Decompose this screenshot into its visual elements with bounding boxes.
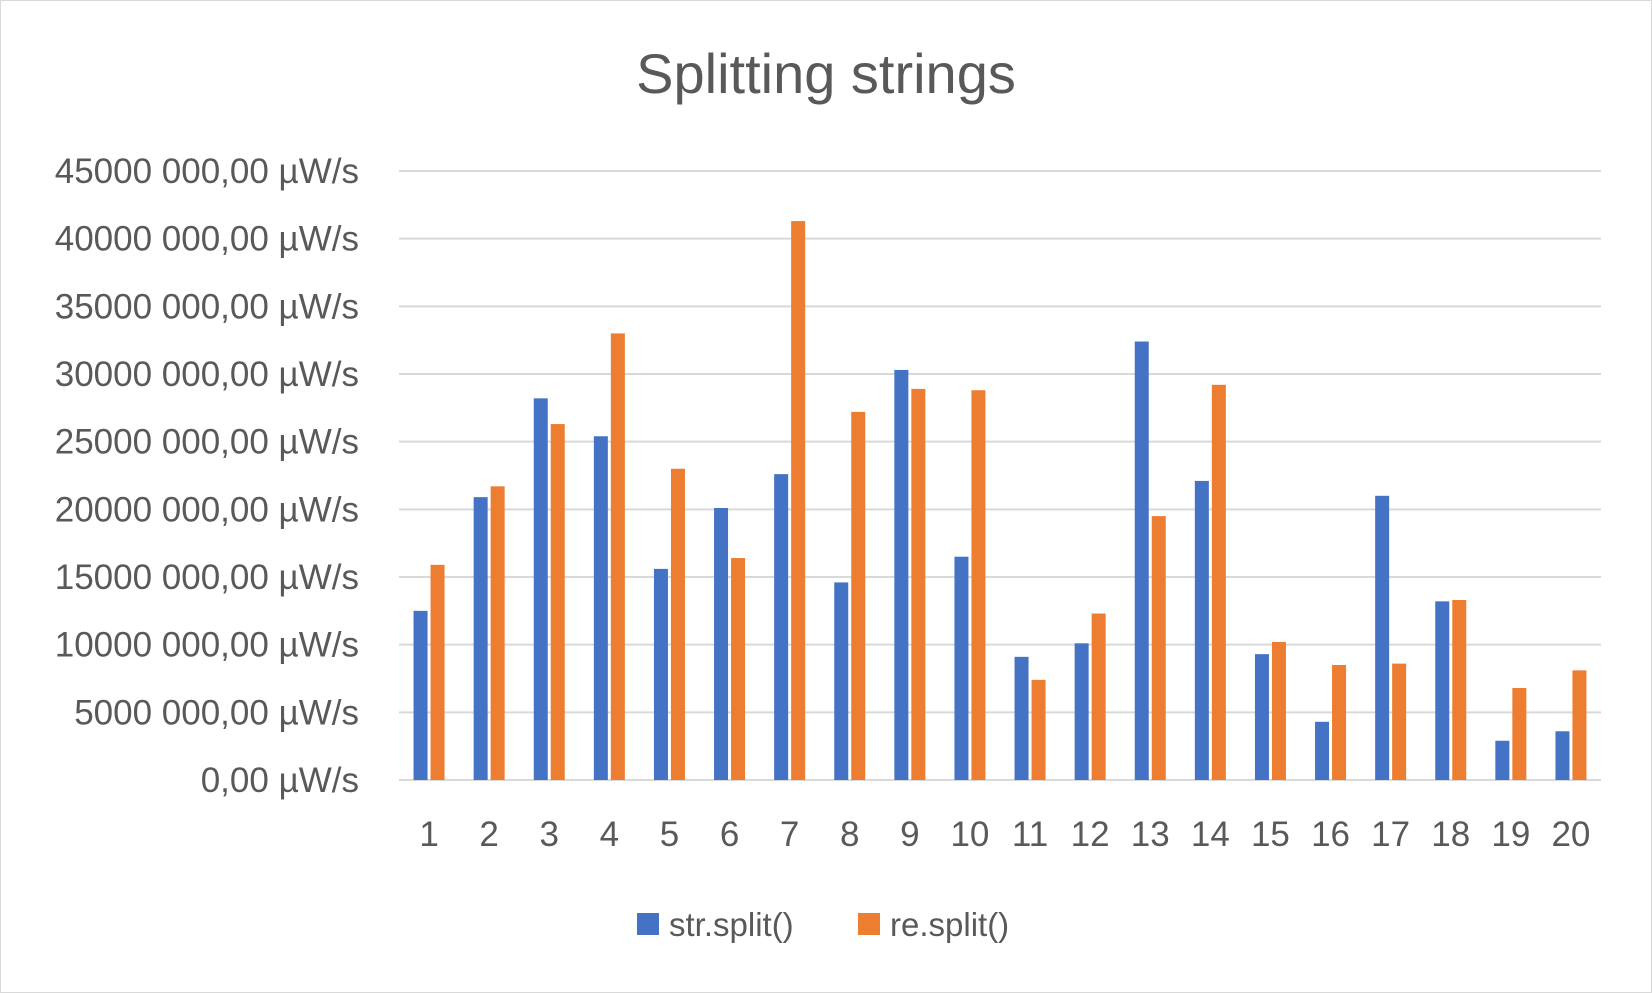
- bar-re-split-11: [1031, 679, 1046, 780]
- gridlines: [399, 170, 1601, 781]
- bar-re-split-9: [911, 388, 926, 780]
- y-tick-label: 10000 000,00 µW/s: [55, 626, 359, 665]
- x-tick-label: 7: [780, 815, 799, 854]
- x-tick-label: 8: [840, 815, 859, 854]
- bar-str-split-8: [834, 582, 849, 780]
- x-tick-label: 15: [1251, 815, 1290, 854]
- chart-title: Splitting strings: [636, 42, 1016, 105]
- bar-re-split-3: [550, 424, 565, 780]
- bar-str-split-17: [1375, 495, 1390, 780]
- bar-re-split-8: [851, 411, 866, 780]
- bar-re-split-5: [670, 468, 685, 780]
- y-tick-label: 20000 000,00 µW/s: [55, 490, 359, 529]
- bar-re-split-2: [490, 486, 505, 780]
- legend-label: re.split(): [890, 906, 1009, 943]
- x-tick-label: 13: [1131, 815, 1170, 854]
- x-tick-label: 3: [540, 815, 559, 854]
- y-tick-label: 40000 000,00 µW/s: [55, 220, 359, 259]
- legend-label: str.split(): [669, 906, 794, 943]
- x-tick-label: 10: [950, 815, 989, 854]
- x-tick-label: 2: [479, 815, 498, 854]
- bar-str-split-16: [1315, 721, 1330, 780]
- y-axis-tick-labels: 0,00 µW/s 5000 000,00 µW/s 10000 000,00 µW…: [55, 152, 359, 800]
- bar-str-split-9: [894, 369, 909, 780]
- y-tick-label: 35000 000,00 µW/s: [55, 287, 359, 326]
- x-tick-label: 6: [720, 815, 739, 854]
- bars: [413, 221, 1587, 780]
- bar-re-split-4: [610, 333, 625, 780]
- bar-str-split-7: [774, 474, 789, 780]
- bar-str-split-4: [593, 436, 608, 780]
- bar-re-split-6: [731, 558, 746, 780]
- y-tick-label: 0,00 µW/s: [201, 761, 359, 800]
- bar-str-split-3: [533, 398, 548, 780]
- x-tick-label: 1: [419, 815, 438, 854]
- bar-re-split-19: [1512, 687, 1527, 780]
- y-tick-label: 5000 000,00 µW/s: [74, 693, 359, 732]
- bar-re-split-18: [1452, 600, 1467, 780]
- x-tick-label: 12: [1071, 815, 1110, 854]
- legend: str.split() re.split(): [637, 906, 1009, 943]
- x-tick-label: 4: [600, 815, 619, 854]
- bar-str-split-18: [1435, 601, 1450, 780]
- x-tick-label: 17: [1371, 815, 1410, 854]
- bar-str-split-10: [954, 556, 969, 780]
- x-tick-label: 18: [1431, 815, 1470, 854]
- bar-re-split-10: [971, 390, 986, 780]
- bar-str-split-11: [1014, 656, 1029, 780]
- bar-str-split-2: [473, 497, 488, 780]
- x-tick-label: 11: [1012, 815, 1048, 854]
- bar-str-split-19: [1495, 740, 1510, 780]
- legend-swatch: [858, 913, 880, 935]
- legend-swatch: [637, 913, 659, 935]
- bar-str-split-1: [413, 610, 428, 780]
- bar-re-split-20: [1572, 670, 1587, 780]
- x-tick-label: 9: [900, 815, 919, 854]
- bar-str-split-20: [1555, 731, 1570, 780]
- x-tick-label: 14: [1191, 815, 1230, 854]
- bar-str-split-12: [1074, 643, 1089, 780]
- bar-re-split-14: [1211, 384, 1226, 780]
- bar-re-split-12: [1091, 613, 1106, 780]
- bar-str-split-6: [714, 507, 729, 780]
- y-tick-label: 30000 000,00 µW/s: [55, 355, 359, 394]
- x-tick-label: 16: [1311, 815, 1350, 854]
- bar-re-split-15: [1271, 641, 1286, 780]
- bar-re-split-7: [791, 221, 806, 780]
- bar-str-split-13: [1134, 341, 1149, 780]
- bar-re-split-16: [1332, 664, 1347, 780]
- x-tick-label: 5: [660, 815, 679, 854]
- y-tick-label: 25000 000,00 µW/s: [55, 423, 359, 462]
- x-axis-tick-labels: 1 2 3 4 5 6 7 8 9 10 11 12 13 14 15 16 17 18 19 20: [419, 815, 1590, 854]
- bar-re-split-17: [1392, 663, 1407, 780]
- bar-str-split-14: [1194, 480, 1209, 780]
- bar-str-split-15: [1254, 654, 1269, 780]
- bar-re-split-13: [1151, 516, 1166, 780]
- y-tick-label: 15000 000,00 µW/s: [55, 558, 359, 597]
- x-tick-label: 19: [1491, 815, 1530, 854]
- bar-re-split-1: [430, 564, 445, 780]
- y-tick-label: 45000 000,00 µW/s: [55, 152, 359, 191]
- bar-str-split-5: [653, 568, 668, 780]
- x-tick-label: 20: [1551, 815, 1590, 854]
